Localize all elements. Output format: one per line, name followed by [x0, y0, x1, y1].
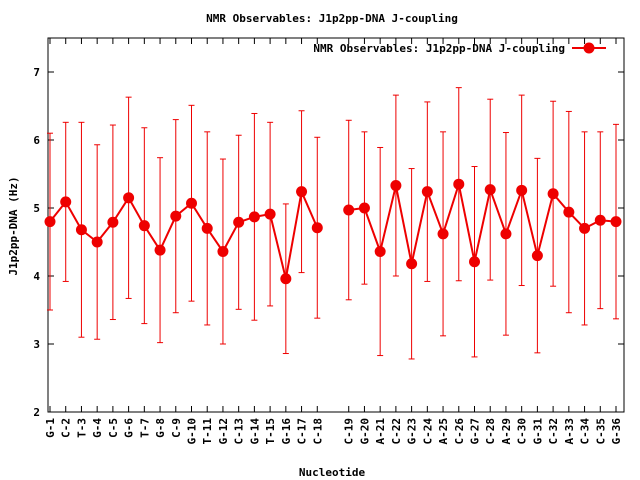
y-tick-label: 2: [33, 406, 40, 419]
x-tick-label: C-35: [594, 418, 607, 445]
data-point: [500, 228, 512, 240]
x-tick-label: G-6: [123, 418, 136, 438]
x-tick-label: G-1: [44, 418, 57, 438]
x-tick-label: C-17: [296, 418, 309, 445]
series-lines: [49, 180, 617, 279]
y-tick-label: 5: [33, 202, 40, 215]
x-tick-label: G-10: [186, 418, 199, 445]
x-tick-label: C-18: [311, 418, 324, 445]
x-tick-label: T-15: [264, 418, 277, 445]
x-tick-label: C-19: [343, 418, 356, 445]
data-point: [264, 208, 276, 220]
x-tick-label: T-3: [75, 418, 88, 438]
x-tick-label: G-23: [406, 418, 419, 445]
x-tick-label: C-13: [233, 418, 246, 445]
data-point: [123, 192, 135, 204]
x-axis-ticks: G-1 C-2 T-3 G-4 C-5 G-6 T-7 G-8 C-9 G-10 T-11 G-12 C…: [44, 38, 623, 445]
x-tick-label: G-20: [358, 418, 371, 445]
x-tick-label: G-4: [91, 418, 104, 438]
x-tick-label: G-36: [610, 418, 623, 445]
series-line: [348, 180, 617, 264]
data-point: [516, 184, 528, 196]
x-tick-label: G-31: [531, 418, 544, 445]
x-tick-label: C-22: [390, 418, 403, 445]
data-point: [248, 211, 260, 223]
data-point: [563, 206, 575, 218]
x-tick-label: A-29: [500, 418, 513, 445]
x-tick-label: G-8: [154, 418, 167, 438]
x-tick-label: T-11: [201, 418, 214, 445]
x-tick-label: C-5: [107, 418, 120, 438]
data-point: [60, 196, 72, 208]
data-point: [406, 258, 418, 270]
data-point: [343, 204, 355, 216]
x-tick-label: A-25: [437, 418, 450, 445]
chart-title: NMR Observables: J1p2pp-DNA J-coupling: [206, 12, 458, 25]
legend-label: NMR Observables: J1p2pp-DNA J-coupling: [313, 42, 565, 55]
data-points: [44, 178, 622, 285]
data-point: [547, 188, 559, 200]
x-tick-label: C-28: [484, 418, 497, 445]
y-axis-label: J1p2pp-DNA (Hz): [7, 176, 20, 275]
y-tick-label: 7: [33, 66, 40, 79]
y-tick-label: 3: [33, 338, 40, 351]
x-tick-label: G-14: [248, 418, 261, 445]
y-axis-ticks: 2 3 4 5 6 7: [33, 66, 624, 419]
data-point: [107, 216, 119, 228]
x-tick-label: G-27: [469, 418, 482, 445]
data-point: [453, 178, 465, 190]
data-point: [280, 273, 292, 285]
error-bars: [47, 87, 619, 360]
data-point: [154, 244, 166, 256]
data-point: [217, 246, 229, 258]
x-tick-label: C-34: [579, 418, 592, 445]
data-point: [170, 210, 182, 222]
x-tick-label: C-2: [60, 418, 73, 438]
x-tick-label: C-9: [170, 418, 183, 438]
legend: NMR Observables: J1p2pp-DNA J-coupling: [313, 42, 606, 55]
x-tick-label: T-7: [138, 418, 151, 438]
data-point: [610, 216, 622, 228]
x-tick-label: C-26: [453, 418, 466, 445]
legend-marker: [583, 42, 595, 54]
data-point: [138, 220, 150, 232]
data-point: [75, 224, 87, 236]
data-point: [186, 197, 197, 209]
data-point: [579, 222, 591, 234]
data-point: [374, 246, 386, 258]
x-tick-label: C-24: [421, 418, 434, 445]
data-point: [421, 186, 433, 198]
x-tick-label: C-30: [516, 418, 529, 445]
x-tick-label: C-32: [547, 418, 560, 445]
x-tick-label: A-33: [563, 418, 576, 445]
data-point: [233, 216, 245, 228]
data-point: [437, 228, 449, 240]
x-tick-label: G-12: [217, 418, 230, 445]
data-point: [469, 256, 480, 268]
y-tick-label: 4: [33, 270, 40, 283]
data-point: [201, 222, 213, 234]
data-point: [531, 250, 543, 262]
x-tick-label: A-21: [374, 418, 387, 445]
x-axis-label: Nucleotide: [299, 466, 366, 479]
data-point: [91, 236, 103, 248]
y-tick-label: 6: [33, 134, 40, 147]
data-point: [358, 202, 370, 214]
data-point: [44, 216, 56, 228]
x-tick-label: G-16: [280, 418, 293, 445]
data-point: [296, 186, 308, 198]
data-point: [390, 180, 402, 192]
data-point: [311, 222, 323, 234]
data-point: [594, 214, 606, 226]
series-line: [49, 188, 319, 279]
data-point: [484, 184, 496, 196]
